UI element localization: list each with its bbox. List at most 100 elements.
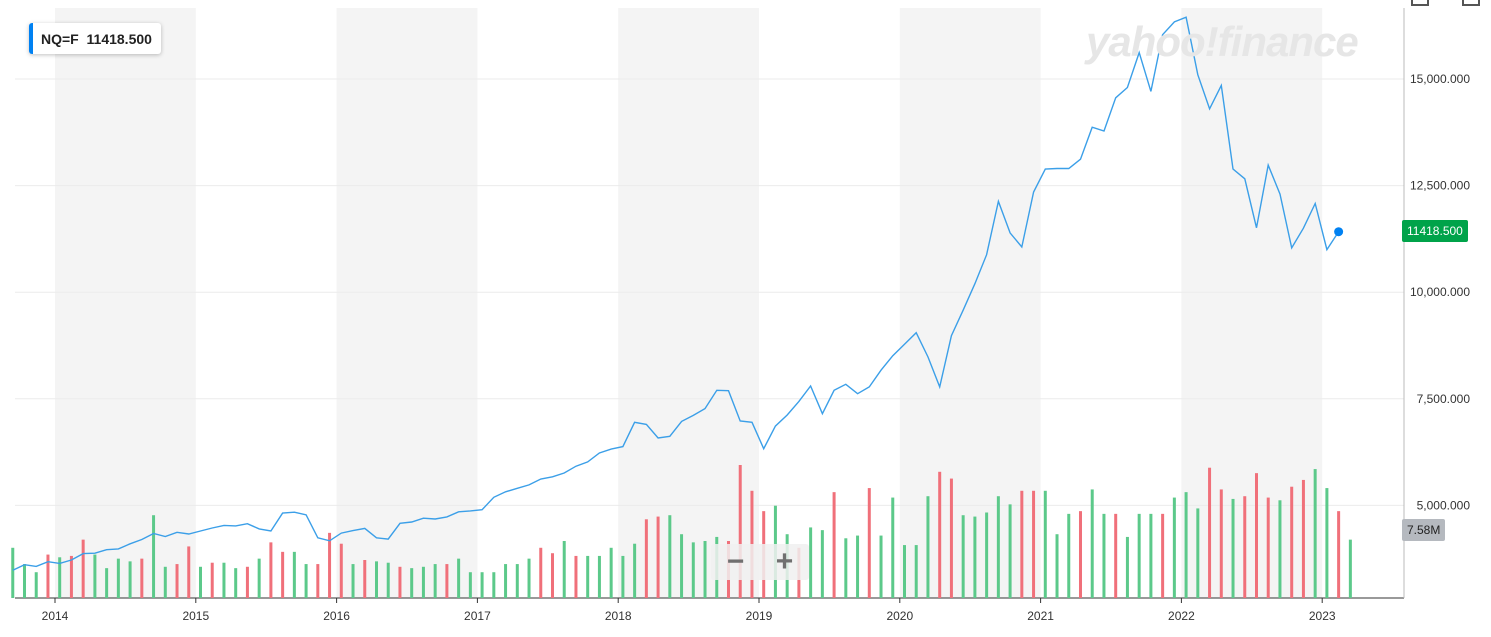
volume-bar (163, 566, 167, 598)
volume-bar (1243, 496, 1247, 598)
volume-bar (738, 465, 742, 598)
volume-bar (457, 558, 461, 598)
volume-bar (316, 564, 320, 598)
volume-bar (926, 496, 930, 598)
volume-bar (691, 542, 695, 598)
year-band (618, 8, 759, 598)
volume-bar (539, 547, 543, 598)
volume-bar (269, 542, 273, 598)
year-band (899, 8, 1041, 598)
volume-bar (34, 572, 38, 598)
volume-bar (656, 516, 660, 598)
volume-bar (1196, 508, 1200, 598)
expand-icon[interactable] (1462, 0, 1480, 6)
volume-bar (597, 555, 601, 598)
volume-bar (210, 562, 214, 598)
volume-bar (1278, 500, 1282, 598)
ticker-badge[interactable]: NQ=F 11418.500 (29, 23, 161, 54)
volume-bar (574, 555, 578, 598)
y-tick-label: 10,000.000 (1410, 285, 1470, 299)
volume-bar (1219, 489, 1223, 598)
zoom-in-button[interactable]: + (775, 545, 794, 578)
volume-bar (856, 535, 860, 598)
ticker-value: 11418.500 (86, 30, 152, 47)
volume-bar (480, 572, 484, 598)
volume-bar (1020, 490, 1024, 598)
volume-bar (914, 545, 918, 598)
volume-bar (1348, 539, 1352, 598)
volume-bar (187, 546, 191, 598)
x-axis: 2014 2015 2016 2017 2018 2019 2020 2021 2022 2023 (42, 598, 1336, 623)
volume-bar (609, 547, 613, 598)
volume-bar (175, 564, 179, 598)
volume-bar (973, 516, 977, 598)
volume-bar (351, 564, 355, 598)
volume-bar (445, 564, 449, 598)
resize-icon[interactable] (1411, 0, 1429, 6)
volume-bar (410, 568, 414, 598)
volume-bar (116, 558, 120, 598)
year-bands (55, 8, 1323, 598)
volume-bar (668, 515, 672, 598)
volume-bar (1161, 513, 1165, 598)
volume-bar (1254, 473, 1258, 598)
volume-bar (809, 527, 813, 598)
volume-bar (69, 555, 73, 598)
x-tick-label: 2021 (1027, 609, 1054, 623)
volume-bar (1149, 513, 1153, 598)
x-tick-label: 2014 (42, 609, 69, 623)
volume-bar (832, 492, 836, 598)
volume-bar (140, 558, 144, 598)
volume-bar (621, 555, 625, 598)
volume-bar (1137, 513, 1141, 598)
volume-bar (1301, 479, 1305, 598)
volume-bar (844, 538, 848, 598)
volume-bar (1325, 488, 1329, 598)
year-band (55, 8, 196, 598)
volume-bar (1043, 490, 1047, 598)
volume-bar (93, 554, 97, 598)
volume-bar (328, 532, 332, 598)
volume-bar (492, 572, 496, 598)
volume-bar (11, 547, 15, 598)
x-tick-label: 2023 (1309, 609, 1336, 623)
volume-bar (1090, 489, 1094, 598)
zoom-out-button[interactable]: − (726, 545, 745, 578)
last-price-tag: 11418.500 (1402, 220, 1468, 242)
volume-bar (1208, 467, 1212, 598)
volume-bar (703, 541, 707, 598)
volume-bar (281, 551, 285, 598)
ticker-color-marker (29, 23, 33, 54)
volume-bar (504, 564, 508, 598)
y-tick-label: 12,500.000 (1410, 179, 1470, 193)
volume-bar (1172, 497, 1176, 598)
volume-bar (1125, 536, 1129, 598)
volume-bar (938, 471, 942, 598)
volume-bar (363, 560, 367, 598)
x-tick-label: 2022 (1168, 609, 1195, 623)
volume-bar (222, 562, 226, 598)
volume-bar (81, 539, 85, 598)
last-price-dot (1334, 227, 1344, 237)
volume-bar (1008, 504, 1012, 598)
price-line-layer (12, 16, 1344, 571)
y-tick-label: 7,500.000 (1417, 392, 1471, 406)
volume-bar (1266, 497, 1270, 598)
volume-bar (386, 562, 390, 598)
volume-bar (304, 564, 308, 598)
volume-bar (198, 566, 202, 598)
x-tick-label: 2019 (746, 609, 773, 623)
volume-bar (128, 561, 132, 598)
volume-bar (644, 519, 648, 598)
zoom-controls: − + (711, 544, 809, 580)
volume-bar (468, 572, 472, 598)
volume-bar (996, 496, 1000, 598)
volume-bar (680, 534, 684, 598)
volume-bar (46, 554, 50, 598)
x-tick-label: 2015 (182, 609, 209, 623)
volume-bar (339, 543, 343, 598)
volume-bar (820, 530, 824, 598)
volume-bar (1114, 513, 1118, 598)
volume-bar (562, 541, 566, 598)
